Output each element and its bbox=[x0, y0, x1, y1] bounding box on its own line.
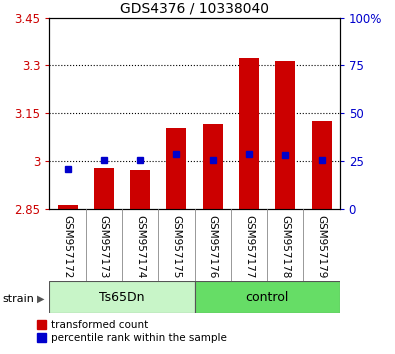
Bar bbox=[58, 205, 77, 209]
Bar bbox=[239, 57, 259, 209]
Text: GSM957176: GSM957176 bbox=[208, 215, 218, 278]
Bar bbox=[166, 128, 186, 209]
Bar bbox=[194, 281, 340, 313]
Bar bbox=[275, 61, 295, 209]
Bar bbox=[49, 281, 194, 313]
Text: GSM957174: GSM957174 bbox=[135, 215, 145, 278]
Legend: transformed count, percentile rank within the sample: transformed count, percentile rank withi… bbox=[37, 320, 227, 343]
Bar bbox=[312, 121, 331, 209]
Text: GSM957175: GSM957175 bbox=[171, 215, 181, 278]
Bar bbox=[94, 168, 114, 209]
Text: GSM957173: GSM957173 bbox=[99, 215, 109, 278]
Text: Ts65Dn: Ts65Dn bbox=[99, 291, 145, 304]
Bar bbox=[203, 124, 223, 209]
Title: GDS4376 / 10338040: GDS4376 / 10338040 bbox=[120, 1, 269, 15]
Bar bbox=[130, 170, 150, 209]
Text: GSM957177: GSM957177 bbox=[244, 215, 254, 278]
Text: control: control bbox=[245, 291, 289, 304]
Text: GSM957179: GSM957179 bbox=[316, 215, 327, 278]
Text: GSM957172: GSM957172 bbox=[62, 215, 73, 278]
Text: ▶: ▶ bbox=[37, 293, 44, 303]
Text: strain: strain bbox=[2, 294, 34, 304]
Text: GSM957178: GSM957178 bbox=[280, 215, 290, 278]
